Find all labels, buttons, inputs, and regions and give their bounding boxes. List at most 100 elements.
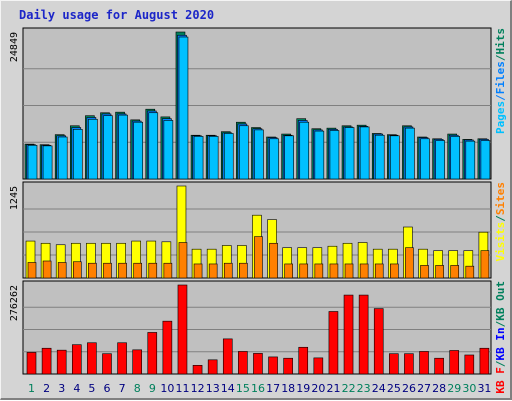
bar-kbf bbox=[404, 353, 414, 375]
bar-sites bbox=[480, 250, 490, 279]
bar-kbf bbox=[373, 308, 384, 375]
bar-kbf bbox=[162, 320, 173, 375]
bar-sites bbox=[88, 262, 97, 279]
bar-sites bbox=[314, 263, 324, 279]
x-tick-label: 23 bbox=[357, 382, 371, 395]
x-tick-label: 31 bbox=[477, 382, 491, 395]
bar-pages bbox=[299, 121, 310, 180]
x-tick-label: 4 bbox=[73, 382, 80, 395]
bar-sites bbox=[344, 263, 354, 279]
x-tick-label: 25 bbox=[387, 382, 401, 395]
chart-title: Daily usage for August 2020 bbox=[19, 8, 215, 22]
bar-kbf bbox=[268, 356, 278, 375]
bar-pages bbox=[42, 145, 53, 180]
bar-kbf bbox=[358, 294, 369, 375]
legend-entry: KB F bbox=[494, 367, 507, 394]
x-tick-label: 21 bbox=[326, 382, 340, 395]
bar-kbf bbox=[389, 353, 399, 375]
bar-pages bbox=[435, 140, 445, 180]
bar-sites bbox=[284, 263, 293, 279]
legend-entry: / bbox=[494, 360, 507, 367]
legend-middle: Visits/Sites bbox=[494, 182, 507, 262]
x-tick-label: 8 bbox=[134, 382, 141, 395]
bar-sites bbox=[42, 260, 52, 279]
bar-pages bbox=[88, 118, 98, 180]
x-tick-label: 22 bbox=[342, 382, 356, 395]
bar-pages bbox=[359, 126, 370, 180]
bar-kbf bbox=[117, 342, 127, 375]
legend-entry: Files bbox=[494, 61, 507, 94]
x-tick-label: 7 bbox=[119, 382, 126, 395]
legend-entry: KB In bbox=[494, 327, 507, 360]
bar-pages bbox=[178, 36, 189, 180]
bar-kbf bbox=[238, 351, 248, 375]
legend-entry: / bbox=[494, 320, 507, 327]
x-tick-label: 6 bbox=[104, 382, 111, 395]
x-tick-label: 30 bbox=[462, 382, 476, 395]
bar-pages bbox=[118, 114, 128, 180]
bar-sites bbox=[465, 265, 475, 279]
x-tick-label: 16 bbox=[251, 382, 265, 395]
bar-kbf bbox=[419, 351, 429, 375]
x-tick-label: 11 bbox=[176, 382, 190, 395]
bar-pages bbox=[405, 127, 415, 180]
x-tick-label: 3 bbox=[58, 382, 65, 395]
bar-pages bbox=[284, 135, 294, 180]
bar-sites bbox=[269, 242, 278, 279]
x-tick-label: 10 bbox=[160, 382, 174, 395]
bar-kbf bbox=[41, 347, 52, 375]
x-tick-label: 24 bbox=[372, 382, 386, 395]
bar-sites bbox=[208, 263, 218, 279]
x-tick-label: 18 bbox=[281, 382, 295, 395]
bar-kbf bbox=[313, 357, 324, 375]
bar-pages bbox=[72, 129, 83, 180]
bar-kbf bbox=[177, 284, 188, 375]
x-tick-label: 28 bbox=[432, 382, 446, 395]
bar-sites bbox=[435, 265, 444, 279]
bar-kbf bbox=[283, 357, 293, 375]
bar-kbf bbox=[207, 359, 218, 375]
bar-sites bbox=[239, 262, 248, 279]
bar-pages bbox=[269, 138, 279, 180]
legend-top: Pages/Files/Hits bbox=[494, 28, 507, 134]
bar-kbf bbox=[147, 332, 158, 375]
bar-kbf bbox=[26, 352, 37, 375]
bar-pages bbox=[148, 112, 159, 180]
y-max-label-middle: 1245 bbox=[9, 186, 20, 210]
x-tick-label: 15 bbox=[236, 382, 250, 395]
bar-pages bbox=[27, 144, 38, 180]
bar-pages bbox=[254, 129, 264, 180]
bar-sites bbox=[163, 262, 173, 279]
x-tick-label: 12 bbox=[191, 382, 205, 395]
x-tick-label: 14 bbox=[221, 382, 235, 395]
x-tick-label: 19 bbox=[296, 382, 310, 395]
x-tick-label: 9 bbox=[149, 382, 156, 395]
bar-pages bbox=[239, 125, 249, 180]
bar-pages bbox=[57, 136, 68, 180]
bar-kbf bbox=[298, 346, 309, 375]
bar-pages bbox=[480, 140, 491, 180]
x-tick-label: 20 bbox=[311, 382, 325, 395]
bar-kbf bbox=[434, 357, 444, 375]
bar-kbf bbox=[222, 338, 233, 375]
bar-sites bbox=[148, 262, 158, 279]
y-max-label-bottom: 276262 bbox=[9, 285, 20, 321]
bar-sites bbox=[359, 263, 369, 279]
bar-sites bbox=[133, 262, 142, 279]
bar-sites bbox=[329, 263, 339, 279]
bar-pages bbox=[450, 136, 461, 180]
bar-kbf bbox=[449, 350, 460, 375]
x-tick-label: 27 bbox=[417, 382, 431, 395]
bar-kbf bbox=[102, 353, 112, 375]
bar-pages bbox=[193, 136, 204, 180]
bar-pages bbox=[103, 115, 113, 180]
legend-entry: / bbox=[494, 94, 507, 101]
legend-entry: / bbox=[494, 215, 507, 222]
bar-kbf bbox=[87, 342, 97, 375]
bar-pages bbox=[344, 127, 355, 180]
bar-pages bbox=[314, 130, 325, 180]
x-tick-label: 29 bbox=[447, 382, 461, 395]
bar-sites bbox=[254, 236, 263, 279]
